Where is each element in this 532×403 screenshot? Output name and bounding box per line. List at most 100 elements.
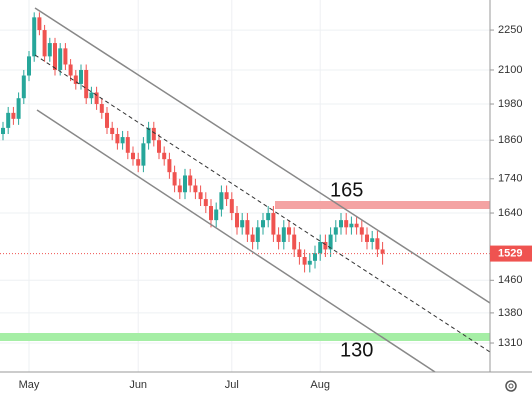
channel-upper [34, 7, 491, 304]
candle-body [235, 213, 239, 228]
candle-body [370, 238, 375, 242]
candle-body [209, 206, 213, 221]
candle-body [188, 175, 193, 186]
candle-body [307, 260, 312, 265]
candle-body [53, 43, 57, 70]
candle-body [136, 159, 141, 166]
candle-body [276, 234, 281, 242]
candle-body [6, 112, 11, 128]
candle-body [32, 17, 37, 57]
candle-body [89, 92, 94, 99]
candle-body [183, 175, 187, 193]
candle-body [68, 64, 73, 76]
y-tick-label: 1860 [498, 134, 522, 146]
candle-body [313, 253, 317, 261]
candle-body [287, 227, 291, 235]
candle-body [42, 30, 47, 57]
candle-body [21, 75, 26, 99]
candle-body [250, 234, 255, 242]
candle-body [380, 249, 385, 254]
candle-body [105, 112, 109, 128]
candle-body [131, 152, 135, 160]
candle-body [240, 220, 245, 228]
y-tick-label: 2100 [498, 64, 522, 76]
support-zone [0, 333, 490, 341]
candle-body [63, 48, 68, 65]
candle-body [79, 69, 83, 84]
candle-body [162, 152, 167, 160]
candle-body [151, 127, 156, 141]
candle-body [193, 185, 198, 193]
x-tick-label: May [19, 379, 40, 391]
y-tick-label: 1380 [498, 307, 522, 319]
candle-body [365, 234, 369, 242]
last-price-box [490, 245, 532, 262]
candle-body [224, 192, 229, 200]
candle-body [292, 234, 297, 250]
channel-lower [36, 109, 436, 373]
candle-body [47, 43, 52, 57]
gear[interactable] [505, 380, 517, 392]
candle-body [229, 199, 234, 214]
candle-body [198, 192, 203, 200]
candle-body [37, 17, 42, 31]
candle-body [141, 143, 146, 166]
candle-body [177, 185, 182, 193]
annotation: 165 [330, 179, 363, 201]
candle-body [146, 127, 151, 144]
candle-body [333, 227, 338, 235]
candle-body [245, 220, 250, 235]
axis-labels: 2250 2100 1980 1860 1740 1640 1460 1380 1310 May J… [19, 24, 532, 391]
y-tick-label: 1310 [498, 337, 522, 349]
candle-body [84, 69, 89, 99]
candle-body [271, 213, 276, 235]
candle-body [297, 249, 302, 257]
resistance-zone [275, 201, 490, 209]
candle-body [302, 256, 307, 265]
candle-body [125, 137, 130, 153]
candle-body [255, 227, 260, 242]
candle-body [203, 199, 208, 207]
candle-body [266, 213, 271, 221]
candle-body [281, 227, 286, 242]
candle-body [167, 159, 172, 173]
candle-body [27, 56, 31, 76]
annotation: 130 [340, 339, 373, 361]
candle-body [349, 223, 354, 228]
candle-body [219, 192, 224, 210]
candle-body [115, 134, 120, 144]
candle-body [16, 98, 21, 119]
y-tick-label: 2250 [498, 24, 522, 36]
gear-hub[interactable] [508, 383, 514, 389]
x-tick-label: Jul [225, 379, 239, 391]
x-tick-label: Aug [310, 379, 330, 391]
y-tick-label: 1640 [498, 207, 522, 219]
candle-body [354, 223, 359, 228]
candle-body [157, 140, 161, 153]
y-tick-label: 1980 [498, 98, 522, 110]
candle-body [339, 220, 343, 228]
y-tick-label: 1740 [498, 173, 522, 185]
y-tick-label: 1460 [498, 274, 522, 286]
x-tick-label: Jun [129, 379, 147, 391]
candle-body [318, 241, 323, 254]
grid [0, 0, 490, 372]
candle-body [73, 75, 78, 84]
candle-body [261, 220, 265, 228]
candle-body [359, 227, 364, 235]
last-price-label: 1529 [498, 247, 522, 259]
candle-body [344, 220, 349, 228]
candle-body [323, 241, 328, 250]
candles [0, 12, 490, 273]
candle-body [110, 127, 115, 135]
candle-body [94, 92, 99, 105]
candle-body [120, 137, 125, 144]
settings-icon[interactable] [505, 380, 517, 392]
candle-body [11, 112, 16, 119]
candle-body [214, 209, 219, 221]
candle-body [1, 127, 5, 135]
candle-body [375, 238, 380, 250]
candle-body [172, 172, 177, 186]
candle-body [99, 104, 104, 113]
